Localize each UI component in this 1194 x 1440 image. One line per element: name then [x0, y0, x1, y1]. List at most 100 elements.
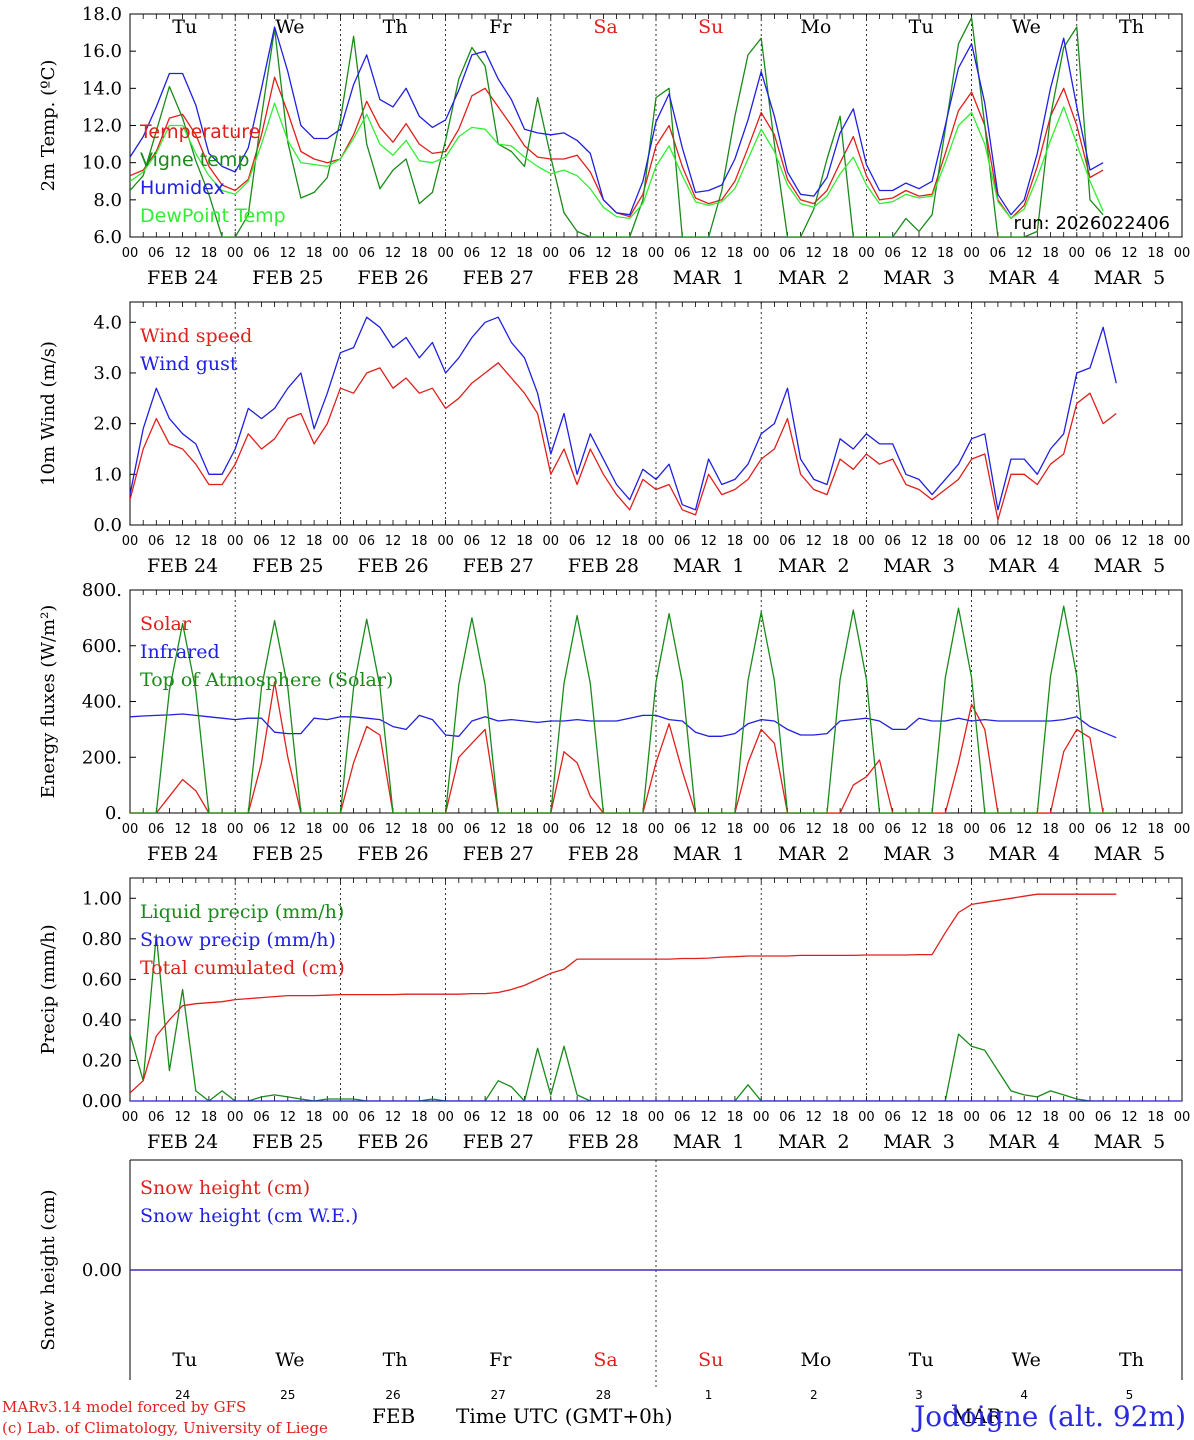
- hour-tick-label: 18: [201, 1110, 218, 1125]
- date-label: FEB 25: [252, 267, 323, 289]
- hour-tick-label: 00: [858, 822, 875, 837]
- hour-tick-label: 00: [1069, 246, 1086, 261]
- date-label: MAR 2: [778, 1131, 850, 1153]
- weekday-label: Tu: [909, 16, 934, 38]
- hour-tick-label: 06: [674, 534, 691, 549]
- date-label: FEB 28: [568, 555, 639, 577]
- y-tick-label: 0.00: [82, 1091, 122, 1112]
- hour-tick-label: 12: [280, 822, 297, 837]
- panel-snow: 0.00 Snow height (cm) Snow height (cm) Snow…: [38, 1159, 1183, 1402]
- hour-ticks: [129, 302, 1183, 525]
- day-number-label: 1: [705, 1388, 713, 1402]
- date-label: FEB 25: [252, 843, 323, 865]
- hour-tick-label: 06: [884, 1110, 901, 1125]
- y-tick-label: 200.: [82, 747, 122, 768]
- hour-tick-label: 00: [963, 822, 980, 837]
- date-label: MAR 4: [988, 843, 1060, 865]
- series-group: [130, 316, 1117, 521]
- hour-tick-label: 18: [621, 246, 638, 261]
- legend-solar: Solar: [140, 613, 192, 635]
- series-infrared: [130, 713, 1117, 739]
- hour-tick-label: 12: [490, 246, 507, 261]
- date-label: FEB 28: [568, 1131, 639, 1153]
- weekday-label: Fr: [489, 16, 512, 38]
- hour-tick-label: 06: [884, 822, 901, 837]
- hour-tick-label: 06: [358, 822, 375, 837]
- hour-tick-label: 18: [727, 1110, 744, 1125]
- y-axis-title: Energy fluxes (W/m²): [38, 605, 59, 799]
- weekday-label: Th: [383, 16, 408, 38]
- series-group: [130, 893, 1182, 1101]
- panel-wind: 0.0 1.0 2.0 3.0 4.0 10m Wind (m/s) Wind speed W…: [38, 301, 1191, 577]
- date-label: MAR 5: [1094, 267, 1166, 289]
- hour-tick-label: 06: [674, 246, 691, 261]
- hour-tick-label: 00: [963, 534, 980, 549]
- date-label: MAR 1: [673, 843, 745, 865]
- legend-humidex: Humidex: [140, 177, 225, 199]
- series-group: [130, 17, 1104, 237]
- weekday-label: We: [275, 16, 304, 38]
- hour-tick-label: 12: [490, 822, 507, 837]
- day-number-label: 3: [915, 1388, 923, 1402]
- hour-tick-label: 12: [174, 534, 191, 549]
- series-wind-speed: [130, 362, 1117, 521]
- hour-tick-label: 06: [464, 246, 481, 261]
- hour-tick-label: 18: [937, 534, 954, 549]
- date-label: FEB 26: [357, 843, 428, 865]
- hour-tick-label: 12: [911, 534, 928, 549]
- hour-tick-label: 18: [727, 822, 744, 837]
- hour-tick-label: 18: [937, 1110, 954, 1125]
- hour-ticks: [129, 590, 1183, 813]
- legend-wind-gust: Wind gust: [140, 353, 238, 375]
- date-label: FEB 24: [147, 555, 218, 577]
- hour-tick-label: 06: [1095, 246, 1112, 261]
- month-label-mar: MAR: [952, 1404, 1002, 1428]
- date-label: MAR 3: [883, 1131, 955, 1153]
- legend-infrared: Infrared: [140, 641, 220, 663]
- weekday-label: Th: [1119, 16, 1144, 38]
- date-label: MAR 1: [673, 1131, 745, 1153]
- hour-tick-label: 06: [884, 534, 901, 549]
- y-tick-label: 0.0: [93, 515, 122, 536]
- hour-tick-label: 06: [148, 822, 165, 837]
- hour-tick-label: 00: [963, 1110, 980, 1125]
- hour-tick-label: 18: [1147, 1110, 1164, 1125]
- y-tick-label: 16.0: [82, 41, 122, 62]
- hour-tick-label: 12: [1121, 1110, 1138, 1125]
- hour-tick-label: 18: [201, 822, 218, 837]
- hour-tick-label: 00: [1174, 1110, 1191, 1125]
- hour-tick-label: 06: [253, 1110, 270, 1125]
- y-tick-label: 0.80: [82, 929, 122, 950]
- series-dewpoint-temp: [130, 102, 1104, 220]
- weekday-label: Tu: [172, 16, 197, 38]
- date-label: FEB 27: [463, 267, 534, 289]
- series-vigne-temp: [130, 17, 1104, 237]
- hour-tick-label: 06: [358, 1110, 375, 1125]
- hour-tick-label: 06: [464, 822, 481, 837]
- legend-top-of-atmosphere-solar: Top of Atmosphere (Solar): [140, 669, 393, 691]
- hour-tick-label: 00: [1174, 822, 1191, 837]
- hour-tick-label: 12: [806, 822, 823, 837]
- hour-tick-label: 18: [832, 246, 849, 261]
- hour-tick-label: 00: [1174, 534, 1191, 549]
- panel-precip: 0.00 0.20 0.40 0.60 0.80 1.00 Precip (mm/h) Liq…: [38, 877, 1191, 1153]
- legend-dewpoint-temp: DewPoint Temp: [140, 205, 286, 227]
- day-number-label: 5: [1126, 1388, 1134, 1402]
- date-label: FEB 24: [147, 267, 218, 289]
- hour-tick-label: 00: [227, 534, 244, 549]
- hour-tick-label: 12: [280, 1110, 297, 1125]
- series-temperature: [130, 76, 1104, 220]
- hour-tick-label: 06: [464, 1110, 481, 1125]
- day-number-label: 24: [175, 1388, 190, 1402]
- hour-tick-label: 12: [174, 246, 191, 261]
- date-label: MAR 2: [778, 267, 850, 289]
- weekday-label: We: [275, 1349, 304, 1371]
- lab-credit: (c) Lab. of Climatology, University of L…: [2, 1419, 328, 1437]
- hour-tick-label: 18: [1147, 822, 1164, 837]
- hour-tick-label: 12: [490, 1110, 507, 1125]
- hour-tick-label: 00: [858, 534, 875, 549]
- legend-snow-precip-mm-h: Snow precip (mm/h): [140, 929, 336, 951]
- hour-tick-label: 18: [832, 822, 849, 837]
- hour-tick-label: 18: [411, 246, 428, 261]
- hour-tick-label: 06: [253, 822, 270, 837]
